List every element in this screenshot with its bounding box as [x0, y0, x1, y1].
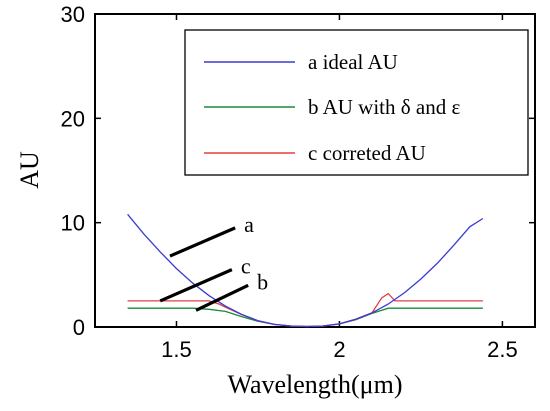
annotation-label-b: b	[257, 269, 268, 294]
y-tick-label: 30	[61, 2, 85, 27]
annotation-line-c	[159, 268, 233, 303]
legend-box	[184, 29, 529, 176]
legend-label-c: c correted AU	[308, 141, 426, 165]
annotation-line-b	[195, 283, 249, 312]
annotation-layer: acb	[159, 212, 268, 312]
x-tick-label: 1.5	[161, 337, 192, 362]
annotation-label-c: c	[241, 254, 251, 279]
legend-label-b: b AU with δ and ε	[308, 95, 460, 119]
y-tick-label: 20	[61, 106, 85, 131]
y-tick-label: 10	[61, 211, 85, 236]
x-tick-label: 2.5	[487, 337, 518, 362]
x-axis: 1.5 2 2.5	[161, 14, 518, 362]
y-axis-label: AU	[15, 151, 44, 189]
series-line-b	[127, 307, 483, 328]
y-tick-label: 0	[73, 315, 85, 340]
annotation-line-a	[169, 226, 236, 258]
legend-label-a: a ideal AU	[308, 50, 398, 74]
plot-frame	[94, 13, 536, 328]
legend: a ideal AU b AU with δ and ε c correted AU	[184, 29, 529, 176]
series-line-c	[127, 292, 483, 328]
series-layer	[127, 213, 484, 328]
x-tick-label: 2	[333, 337, 345, 362]
y-axis: 0 10 20 30	[61, 2, 535, 340]
annotation-label-a: a	[244, 212, 254, 237]
x-axis-label: Wavelength(μm)	[227, 370, 402, 399]
series-line-a	[127, 213, 484, 328]
